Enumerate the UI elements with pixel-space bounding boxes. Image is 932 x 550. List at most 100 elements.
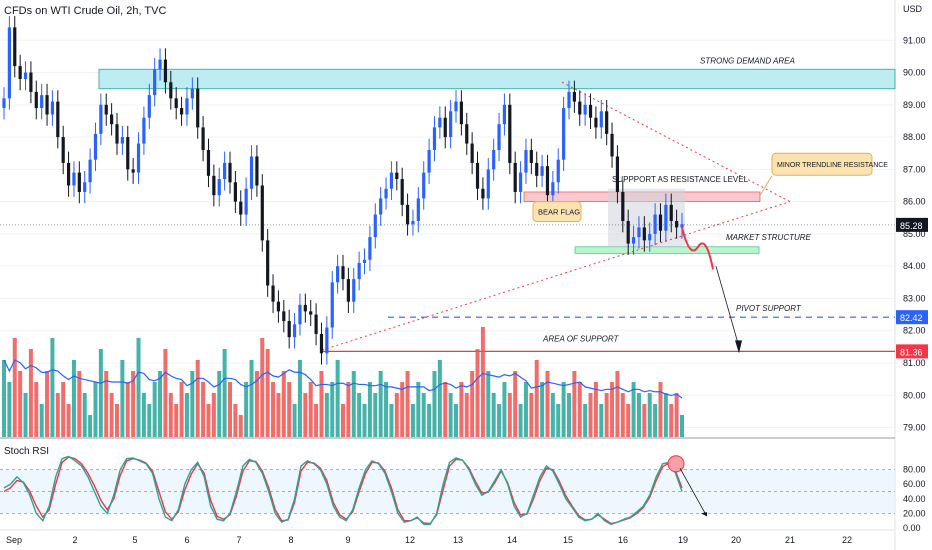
candle-body: [93, 133, 98, 160]
candle-body: [653, 214, 657, 234]
volume-bar: [201, 382, 206, 437]
volume-bar: [513, 371, 518, 437]
volume-bar: [34, 382, 39, 437]
volume-bar: [410, 404, 415, 437]
x-tick-label: 6: [184, 535, 189, 545]
last-price-badge-text: 85.28: [900, 221, 923, 231]
volume-bar: [518, 404, 523, 437]
support-price-badge-text: 81.36: [900, 347, 923, 357]
candle-body: [389, 172, 394, 189]
volume-bar: [2, 360, 6, 437]
candle-body: [147, 95, 151, 118]
x-tick-label: 22: [842, 535, 852, 545]
y-tick-label: 89.00: [903, 100, 926, 110]
volume-bar: [561, 382, 566, 437]
stoch-rsi-title: Stoch RSI: [4, 446, 50, 457]
x-tick-label: 12: [405, 535, 415, 545]
candle-body: [18, 66, 22, 79]
volume-bar: [529, 393, 534, 437]
candle-body: [346, 279, 350, 302]
target-arrow-head: [735, 340, 742, 354]
strong-demand-zone: [98, 68, 896, 90]
volume-bar: [115, 404, 119, 437]
stoch-tick-label: 0.00: [903, 523, 921, 533]
candle-body: [664, 204, 668, 231]
candle-body: [136, 143, 141, 173]
minor-trendline-pointer: [759, 175, 773, 196]
candle-body: [206, 150, 211, 176]
candle-body: [578, 101, 582, 115]
volume-bar: [308, 382, 313, 437]
area-of-support-label: AREA OF SUPPORT: [542, 334, 620, 343]
candle-body: [66, 162, 71, 186]
candle-body: [40, 95, 44, 109]
volume-bar: [604, 393, 609, 437]
candle-body: [486, 169, 490, 199]
volume-bar: [459, 382, 464, 437]
volume-bar: [254, 371, 259, 437]
volume-bar: [583, 404, 588, 437]
candle-body: [72, 172, 76, 186]
volume-bar: [211, 393, 216, 437]
candle-body: [384, 188, 388, 199]
x-tick-label: Sep: [6, 535, 22, 545]
x-tick-label: 5: [132, 535, 137, 545]
volume-bar: [437, 360, 442, 437]
volume-bar: [631, 382, 636, 437]
candle-body: [443, 117, 447, 138]
candle-body: [454, 101, 458, 112]
volume-bar: [540, 382, 545, 437]
volume-bar: [593, 382, 598, 437]
pivot-price-badge-text: 82.42: [900, 313, 923, 323]
candle-body: [120, 137, 124, 144]
candle-body: [319, 333, 324, 354]
candle-body: [680, 224, 684, 228]
volume-bar: [66, 404, 71, 437]
volume-bar: [168, 393, 173, 437]
candle-body: [298, 304, 302, 325]
volume-bar: [464, 393, 469, 437]
candle-body: [169, 82, 173, 99]
volume-bar: [82, 393, 87, 437]
volume-bar: [642, 404, 647, 437]
candle-body: [368, 237, 372, 260]
candle-body: [244, 188, 248, 215]
x-tick-label: 19: [678, 535, 688, 545]
candle-body: [174, 98, 178, 109]
volume-bar: [249, 360, 254, 437]
candle-body: [260, 185, 264, 241]
candle-body: [190, 88, 194, 99]
candle-body: [303, 304, 307, 312]
volume-bar: [55, 393, 60, 437]
volume-bar: [636, 393, 641, 437]
candle-body: [336, 266, 340, 283]
last-price-badge: [896, 217, 928, 232]
candle-body: [34, 91, 38, 109]
volume-bar: [88, 415, 93, 437]
pivot-support-label: PIVOT SUPPORT: [736, 304, 802, 313]
volume-bar: [120, 360, 125, 437]
volume-ma-line: [3, 359, 683, 399]
y-tick-label: 86.00: [903, 197, 926, 207]
volume-bar: [448, 393, 453, 437]
candle-body: [83, 182, 87, 192]
volume-bar: [50, 338, 55, 437]
stoch-d-line: [3, 456, 683, 525]
volume-bar: [341, 404, 345, 437]
volume-bar: [480, 327, 485, 437]
bear-flag-callout: [532, 201, 582, 223]
candle-body: [588, 104, 593, 118]
volume-bar: [545, 371, 550, 437]
candle-body: [142, 117, 146, 144]
candle-body: [104, 104, 108, 115]
candle-body: [196, 88, 200, 128]
candle-body: [518, 172, 523, 192]
y-tick-label: 87.00: [903, 164, 926, 174]
candle-body: [524, 150, 528, 173]
candle-body: [545, 166, 550, 196]
volume-bar: [141, 393, 146, 437]
pivot-price-badge: [896, 310, 928, 325]
candle-body: [153, 69, 157, 96]
volume-bar: [620, 393, 625, 437]
